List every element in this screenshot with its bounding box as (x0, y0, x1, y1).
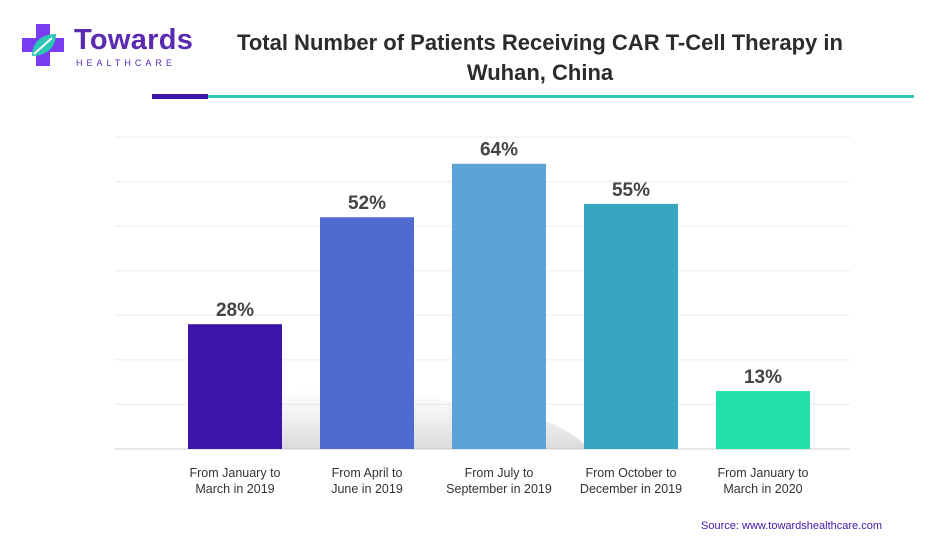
x-tick-label: From January to (717, 466, 808, 480)
data-label: 64% (480, 140, 518, 161)
x-tick-label: June in 2019 (331, 482, 403, 496)
title-rule (208, 95, 914, 98)
x-tick-label: From January to (189, 466, 280, 480)
x-tick-label: December in 2019 (580, 482, 682, 496)
chart-title-line-1: Total Number of Patients Receiving CAR T… (237, 30, 843, 55)
x-tick-label: March in 2019 (195, 482, 274, 496)
chart-title: Total Number of Patients Receiving CAR T… (200, 28, 880, 88)
title-rule-accent (152, 94, 208, 99)
data-label: 28% (216, 300, 254, 321)
chart-title-line-2: Wuhan, China (466, 60, 614, 85)
bar (188, 324, 282, 449)
brand-logo: Towards HEALTHCARE (20, 18, 194, 72)
x-tick-label: September in 2019 (446, 482, 552, 496)
x-tick-label: From July to (465, 466, 534, 480)
data-label: 55% (612, 180, 650, 201)
health-cross-icon (22, 24, 64, 66)
data-label: 52% (348, 193, 386, 214)
x-tick-label: From October to (586, 466, 677, 480)
bar (320, 217, 414, 449)
x-tick-label: March in 2020 (723, 482, 802, 496)
bar (452, 163, 546, 449)
bar (716, 391, 810, 449)
x-tick-label: From April to (332, 466, 403, 480)
bar (584, 203, 678, 449)
data-label: 13% (744, 367, 782, 388)
logo-wordmark: Towards (74, 24, 194, 56)
source-note: Source: www.towardshealthcare.com (701, 520, 882, 532)
logo-subtitle: HEALTHCARE (76, 58, 176, 68)
